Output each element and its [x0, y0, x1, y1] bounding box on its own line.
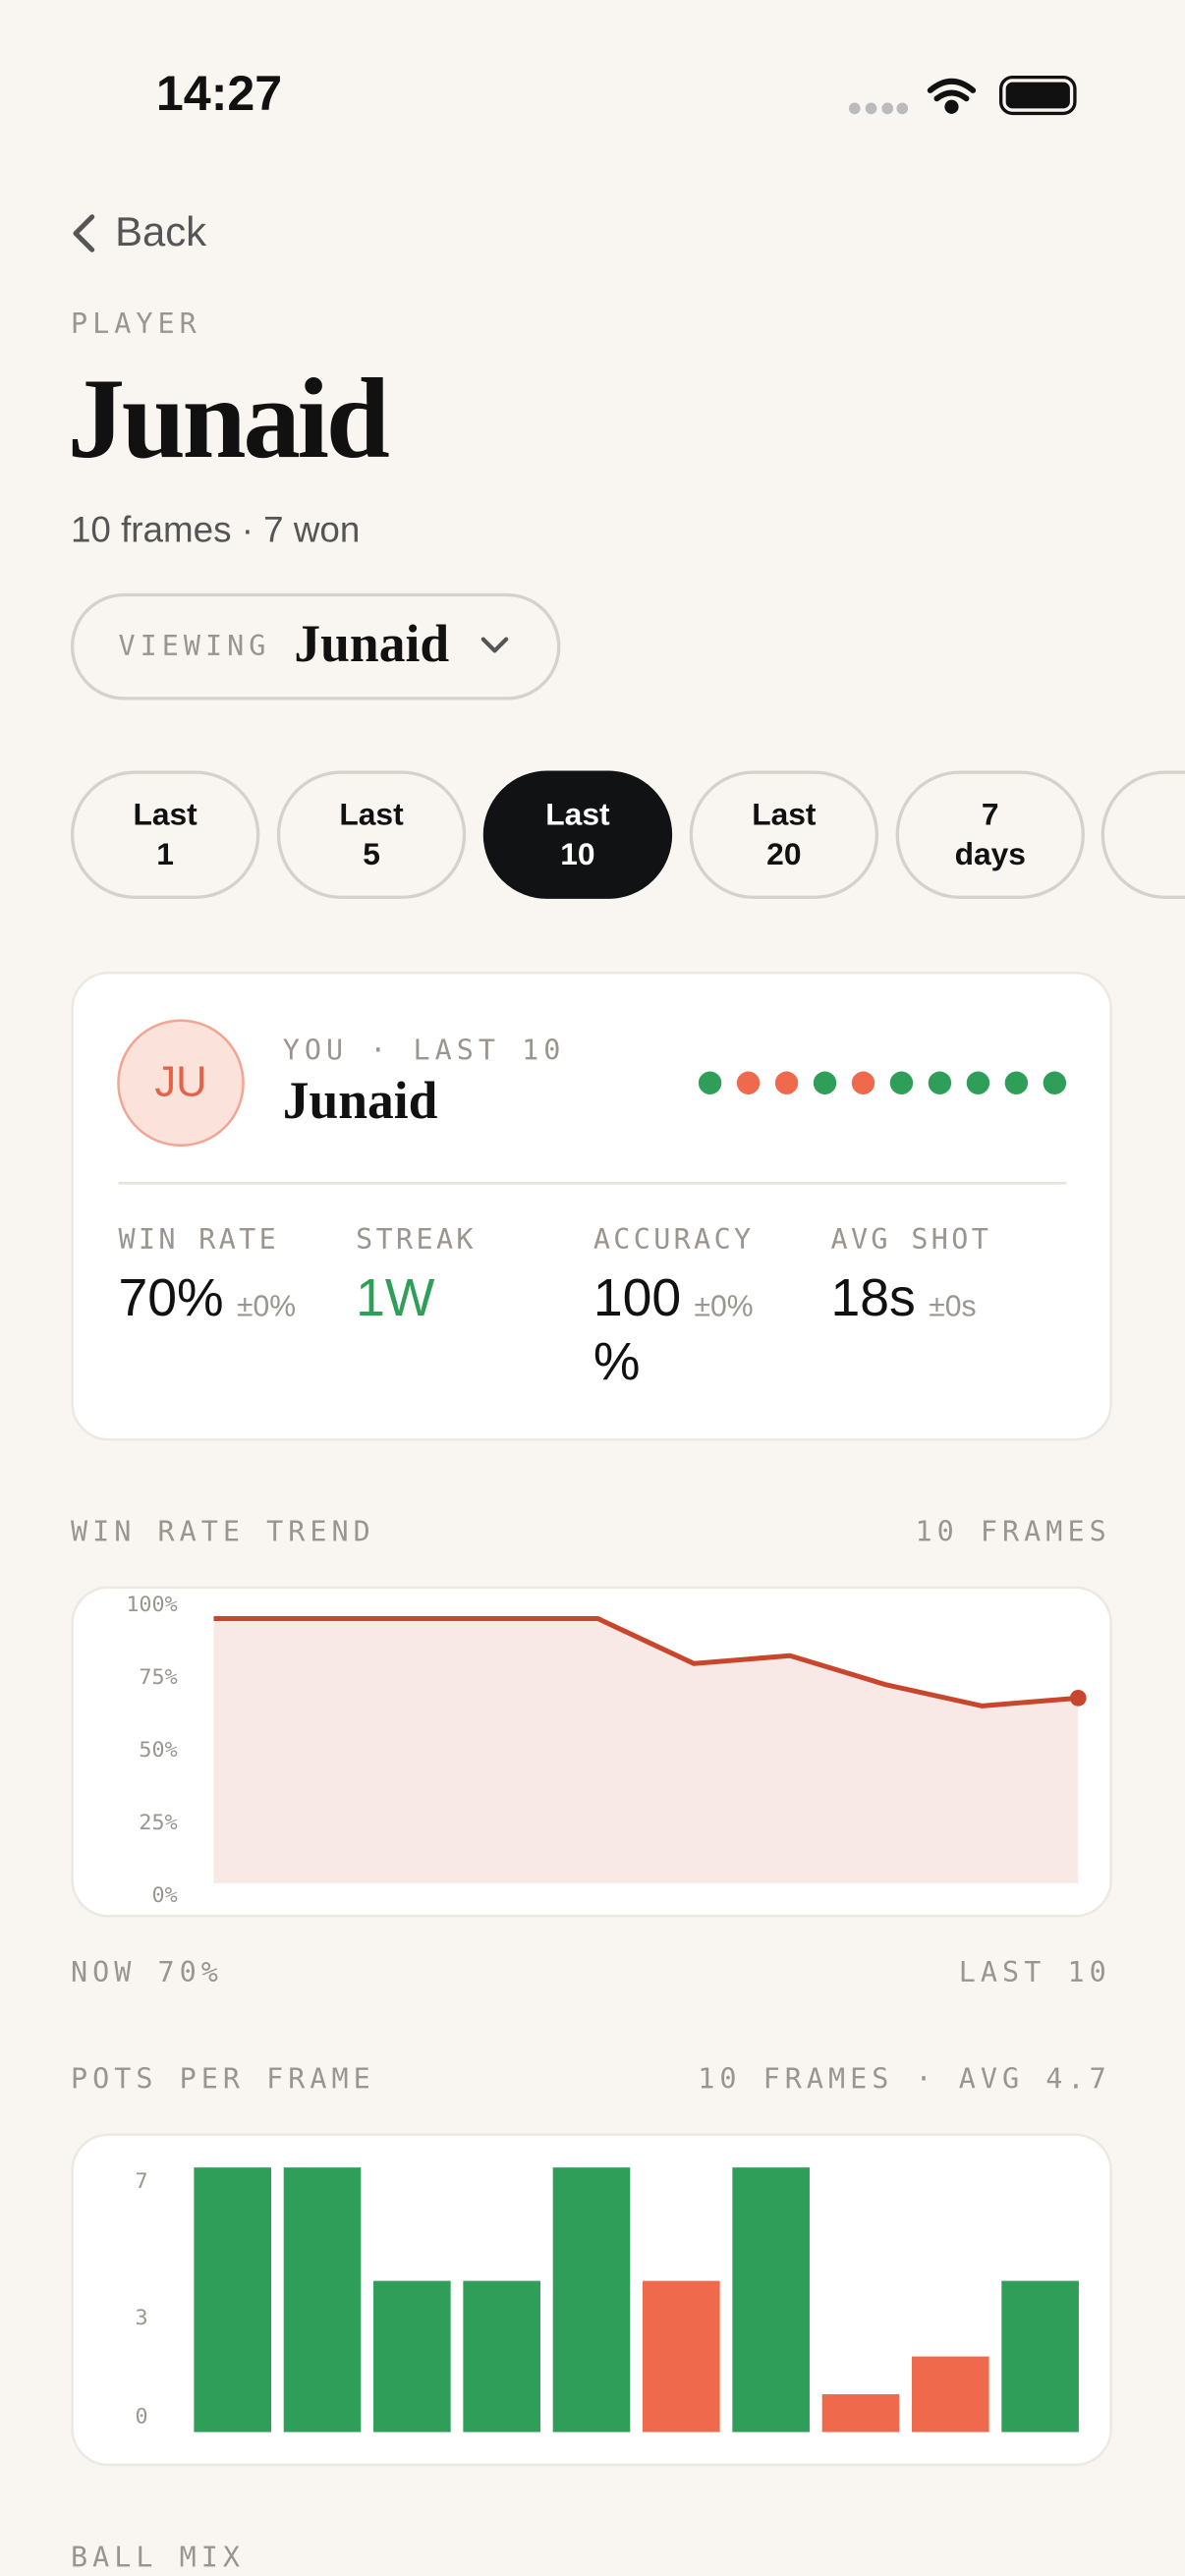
chip-label: 5: [363, 836, 380, 871]
result-dot: [698, 1071, 722, 1094]
back-chevron: [73, 214, 95, 252]
chip[interactable]: [276, 770, 467, 899]
filters: Last 1 Last 5 Last 10 Last 20 7 days: [70, 770, 1085, 899]
result-dot: [1043, 1071, 1067, 1094]
battery-level: [1005, 82, 1070, 109]
chip-label: Last: [133, 797, 198, 832]
section-note: 10 FRAMES: [916, 1516, 1111, 1548]
stats: WIN RATE 70% ±0% STREAK 1W ACCURACY 100% ±0% AVG…: [118, 1223, 992, 1391]
viewing-value: Junaid: [294, 614, 449, 673]
battery: [998, 75, 1077, 116]
y-tick-label: 50%: [139, 1738, 177, 1763]
filter-chip[interactable]: Last 5: [276, 770, 467, 899]
section-title: POTS PER FRAME: [71, 2063, 375, 2096]
y-tick-label: 25%: [139, 1811, 177, 1835]
summary-card: [71, 971, 1112, 1441]
stat-label: AVG SHOT: [831, 1223, 992, 1256]
chip[interactable]: [482, 770, 673, 899]
stat-delta: ±0%: [237, 1290, 296, 1322]
line: [213, 1616, 1079, 1708]
bar: [463, 2280, 540, 2433]
eyebrow: PLAYER: [71, 308, 201, 340]
chip[interactable]: [689, 770, 879, 899]
stat-delta: ±0%: [695, 1290, 754, 1322]
chevron: [480, 637, 509, 653]
subtitle: 10 frames · 7 won: [71, 510, 360, 550]
trend-chart: 100% 75% 50% 25% 0%: [126, 1593, 1087, 1908]
section-title: BALL MIX: [71, 2541, 245, 2573]
section-title: WIN RATE TREND: [71, 1516, 375, 1548]
result-dot: [966, 1071, 990, 1094]
chip-label: 1: [156, 836, 174, 871]
result-dot: [813, 1071, 837, 1094]
bar: [732, 2167, 810, 2433]
chip-label: 20: [766, 836, 801, 871]
pots-chart: 7 3 0: [135, 2167, 1079, 2433]
result-dot: [774, 1071, 799, 1094]
avatar: [117, 1019, 245, 1148]
filter-chip[interactable]: Last 1: [70, 770, 260, 899]
y-tick-label: 7: [135, 2169, 147, 2194]
bar: [552, 2167, 631, 2433]
stat-value: 18s: [831, 1269, 916, 1327]
bar: [373, 2280, 451, 2433]
stat-label: ACCURACY: [593, 1223, 755, 1256]
end-point: [1069, 1689, 1087, 1707]
chip-label: 7: [982, 797, 999, 832]
filter-chip[interactable]: Last 10: [482, 770, 673, 899]
y-tick-label: 100%: [126, 1593, 177, 1617]
area: [213, 1618, 1079, 1883]
result-dot: [1004, 1071, 1029, 1094]
bar: [821, 2394, 900, 2433]
result-dot: [889, 1071, 914, 1094]
status-time: 14:27: [156, 66, 282, 121]
chip-label: 10: [560, 836, 594, 871]
stat-value: 1W: [356, 1269, 435, 1327]
result-dot: [928, 1071, 952, 1094]
stat-value: 70%: [118, 1269, 223, 1327]
player-name: Junaid: [68, 356, 389, 482]
viewing-selector[interactable]: VIEWING Junaid: [70, 592, 561, 700]
result-dot: [736, 1071, 761, 1094]
section-note: 10 FRAMES · AVG 4.7: [698, 2063, 1110, 2096]
filter-chip[interactable]: 7 days: [895, 770, 1085, 899]
signal: [848, 102, 909, 115]
bar: [194, 2167, 272, 2433]
back-button[interactable]: Back: [73, 208, 206, 254]
chip[interactable]: [70, 770, 260, 899]
chip-label: Last: [752, 797, 817, 832]
bar: [643, 2280, 720, 2433]
stat-label: WIN RATE: [118, 1223, 279, 1256]
chip-label: Last: [545, 797, 610, 832]
stat-delta: ±0s: [929, 1290, 976, 1322]
trend-footer-left: NOW 70%: [71, 1956, 223, 1988]
stat-value: %: [593, 1333, 641, 1391]
bar: [1001, 2280, 1079, 2433]
y-tick-label: 0: [135, 2404, 147, 2429]
viewing-label: VIEWING: [118, 630, 270, 662]
chip[interactable]: [895, 770, 1085, 899]
y-tick-label: 0%: [151, 1883, 177, 1908]
filter-chip[interactable]: Last 20: [689, 770, 879, 899]
bar: [911, 2356, 989, 2433]
chip-label: days: [955, 836, 1026, 871]
avatar-initials: JU: [154, 1058, 206, 1105]
stat-value: 100: [593, 1269, 681, 1327]
y-tick-label: 75%: [139, 1665, 177, 1690]
y-tick-label: 3: [135, 2306, 147, 2330]
pill[interactable]: [70, 592, 561, 700]
chip-label: Last: [339, 797, 404, 832]
card-eyebrow: YOU · LAST 10: [283, 1034, 566, 1066]
card-name: Junaid: [283, 1071, 438, 1130]
result-dot: [851, 1071, 875, 1094]
wifi: [927, 78, 977, 114]
stat-label: STREAK: [356, 1223, 477, 1256]
bar: [283, 2167, 362, 2433]
back-label[interactable]: Back: [115, 208, 206, 254]
trend-footer-right: LAST 10: [959, 1956, 1111, 1988]
result-dots: [698, 1071, 1067, 1094]
